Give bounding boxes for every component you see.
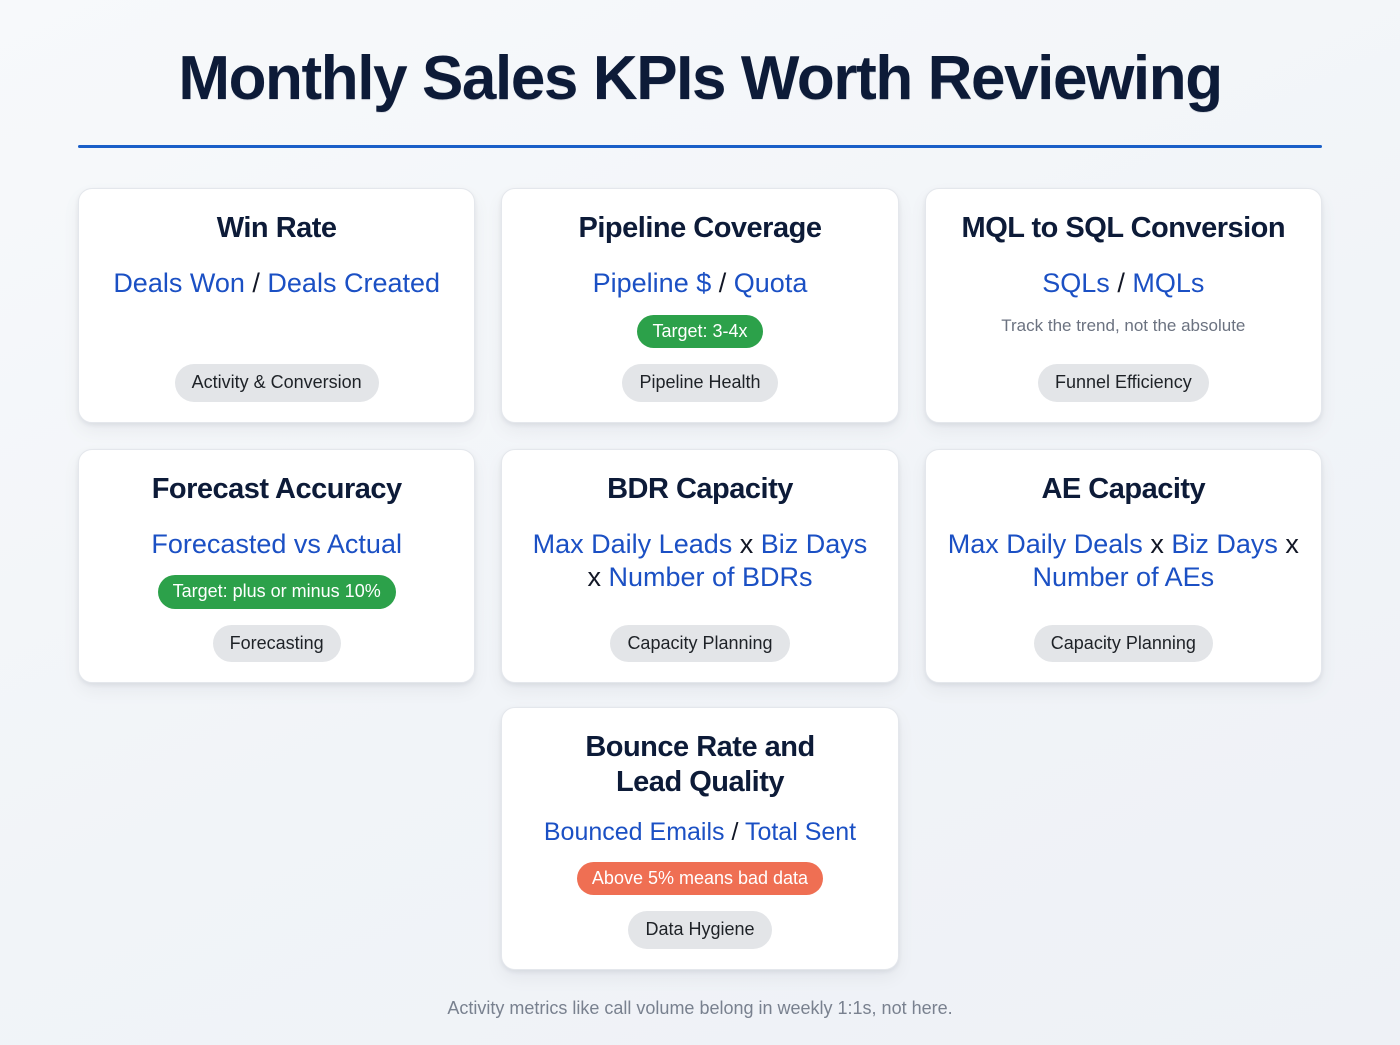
kpi-target-badge: Target: plus or minus 10% xyxy=(157,575,396,609)
kpi-card-title: Win Rate xyxy=(216,211,337,244)
kpi-category-tag: Activity & Conversion xyxy=(174,364,379,402)
kpi-card-title-line: Bounce Rate and xyxy=(585,731,815,764)
card-formula: Max Daily Leads x Biz Days x Number of B… xyxy=(522,528,877,595)
kpi-card-title-line: Lead Quality xyxy=(615,765,785,798)
kpi-card-note: Track the trend, not the absolute xyxy=(1001,315,1246,335)
kpi-card-title: AE Capacity xyxy=(1041,472,1206,505)
formula-term: MQLs xyxy=(1132,268,1205,299)
kpi-card-title: BDR Capacity xyxy=(607,472,793,505)
formula-operator: / xyxy=(718,268,727,299)
formula-operator: x xyxy=(1150,528,1164,559)
kpi-category-tag: Pipeline Health xyxy=(622,364,778,402)
formula-operator: / xyxy=(731,817,739,846)
formula-term: SQLs xyxy=(1042,268,1110,299)
formula-operator: / xyxy=(1117,268,1125,299)
kpi-card: Pipeline Coverage Pipeline $ / Quota Targe… xyxy=(501,187,899,423)
kpi-tag-wrap: Capacity Planning xyxy=(610,609,790,663)
formula-term: Biz Days xyxy=(1171,528,1278,559)
kpi-card-title: Pipeline Coverage xyxy=(578,211,822,244)
kpi-category-tag: Capacity Planning xyxy=(1033,624,1213,663)
kpi-category-tag: Forecasting xyxy=(212,624,341,663)
kpi-category-tag: Data Hygiene xyxy=(628,911,772,949)
kpi-bottom-row: Bounce Rate and Lead Quality Bounced Email… xyxy=(78,707,1322,970)
kpi-card: BDR Capacity Max Daily Leads x Biz Days x… xyxy=(501,448,899,684)
formula-term: Quota xyxy=(733,268,808,299)
kpi-target-badge: Above 5% means bad data xyxy=(576,861,824,896)
kpi-category-tag: Funnel Efficiency xyxy=(1037,364,1209,402)
kpi-tag-wrap: Activity & Conversion xyxy=(174,348,379,402)
kpi-card: Bounce Rate and Lead Quality Bounced Email… xyxy=(501,707,899,970)
card-formula: Bounced Emails / Total Sent xyxy=(544,817,856,848)
formula-term: Biz Days xyxy=(760,528,868,559)
title-divider xyxy=(78,144,1322,148)
formula-term: Deals Created xyxy=(267,268,441,299)
kpi-card: MQL to SQL Conversion SQLs / MQLs Track th… xyxy=(924,187,1322,423)
kpi-tag-wrap: Pipeline Health xyxy=(622,348,778,402)
formula-term: Bounced Emails xyxy=(543,817,725,846)
page-title: Monthly Sales KPIs Worth Reviewing xyxy=(178,44,1223,113)
kpi-category-tag: Capacity Planning xyxy=(610,624,790,663)
formula-operator: x xyxy=(739,528,754,559)
formula-operator: x xyxy=(1285,528,1299,559)
formula-operator: / xyxy=(252,268,260,299)
card-formula: SQLs / MQLs xyxy=(1042,267,1204,300)
card-formula: Forecasted vs Actual xyxy=(151,528,402,561)
formula-term: Number of BDRs xyxy=(608,562,813,593)
kpi-card-grid: Win Rate Deals Won / Deals Created Activit… xyxy=(78,187,1322,684)
kpi-tag-wrap: Data Hygiene xyxy=(628,895,772,949)
kpi-tag-wrap: Forecasting xyxy=(212,609,341,663)
formula-term: Forecasted vs Actual xyxy=(151,528,402,559)
formula-term: Deals Won xyxy=(113,268,245,299)
kpi-card-title: Bounce Rate and Lead Quality xyxy=(585,730,815,798)
page-header: Monthly Sales KPIs Worth Reviewing xyxy=(78,0,1322,148)
card-formula: Max Daily Deals x Biz Days x Number of A… xyxy=(946,528,1301,595)
formula-term: Max Daily Deals xyxy=(947,528,1143,559)
kpi-card: Forecast Accuracy Forecasted vs Actual Tar… xyxy=(78,448,476,684)
formula-term: Total Sent xyxy=(744,817,857,846)
kpi-tag-wrap: Funnel Efficiency xyxy=(1037,348,1209,402)
formula-term: Max Daily Leads xyxy=(532,528,733,559)
kpi-card-title: MQL to SQL Conversion xyxy=(961,211,1286,244)
kpi-tag-wrap: Capacity Planning xyxy=(1033,609,1213,663)
formula-term: Number of AEs xyxy=(1032,562,1215,593)
kpi-card-title: Forecast Accuracy xyxy=(151,472,402,505)
kpi-card: Win Rate Deals Won / Deals Created Activit… xyxy=(78,187,476,423)
kpi-card: AE Capacity Max Daily Deals x Biz Days x … xyxy=(924,448,1322,684)
footer-note: Activity metrics like call volume belong… xyxy=(447,997,953,1018)
kpi-target-badge: Target: 3-4x xyxy=(637,314,763,349)
formula-operator: x xyxy=(587,562,601,593)
card-formula: Deals Won / Deals Created xyxy=(113,267,440,300)
card-formula: Pipeline $ / Quota xyxy=(593,267,808,300)
formula-term: Pipeline $ xyxy=(592,268,712,299)
